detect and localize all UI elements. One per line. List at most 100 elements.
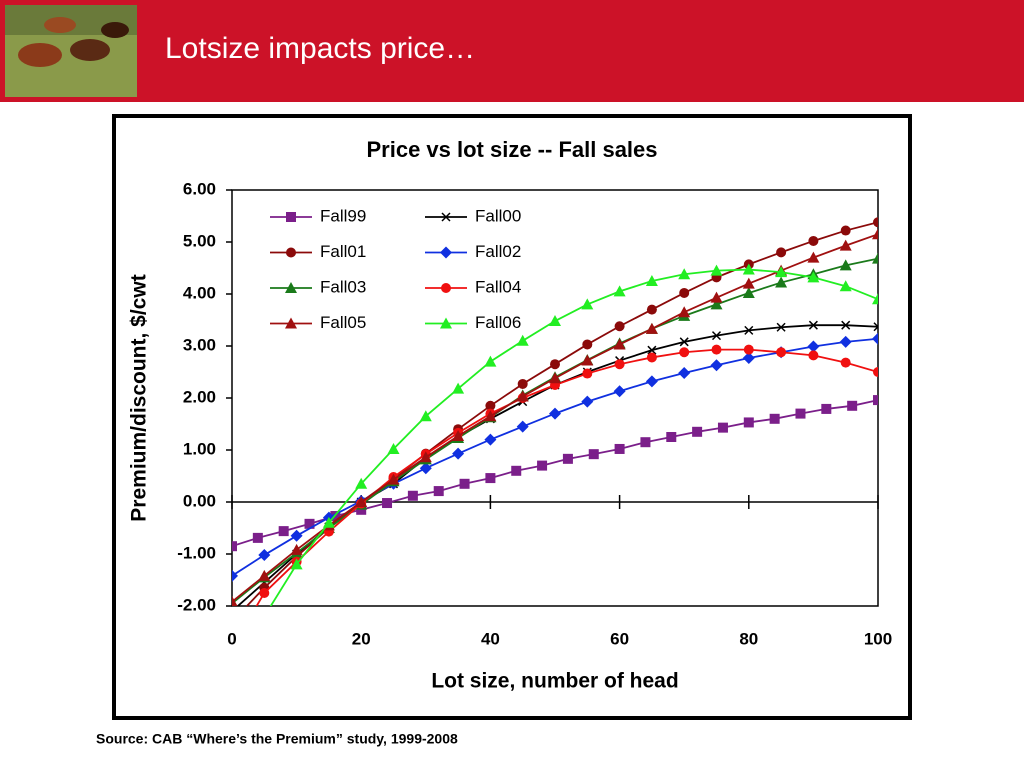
data-point — [484, 433, 497, 446]
data-point — [808, 320, 818, 330]
x-tick-label: 40 — [481, 629, 500, 648]
x-tick-label: 60 — [610, 629, 629, 648]
data-point — [232, 541, 237, 552]
data-point — [872, 293, 878, 305]
data-point — [807, 271, 820, 283]
data-point — [290, 543, 303, 555]
data-point — [452, 429, 465, 441]
x-tick-label: 20 — [352, 629, 371, 648]
data-point — [582, 368, 593, 379]
data-point — [614, 443, 625, 454]
data-point — [484, 410, 497, 422]
series-line — [269, 268, 878, 606]
data-point — [232, 595, 238, 606]
legend-marker — [285, 282, 297, 293]
legend-marker — [286, 212, 296, 222]
data-point — [355, 496, 368, 507]
data-point — [452, 447, 465, 460]
legend-label: Fall99 — [320, 206, 366, 225]
legend-label: Fall00 — [475, 206, 521, 225]
data-point — [873, 367, 878, 377]
data-point — [549, 372, 561, 384]
data-point — [290, 558, 303, 570]
data-point — [549, 315, 561, 327]
data-point — [614, 359, 625, 370]
data-point — [839, 335, 852, 348]
data-point — [872, 252, 878, 264]
data-point — [873, 322, 878, 332]
x-tick-label: 80 — [739, 629, 758, 648]
data-point — [613, 285, 626, 297]
data-point — [550, 359, 560, 370]
data-point — [710, 264, 723, 276]
data-point — [743, 344, 754, 355]
data-point — [433, 486, 444, 497]
data-point — [485, 473, 496, 484]
header-band — [0, 0, 1024, 102]
data-point — [356, 504, 367, 515]
source-note: Source: CAB “Where’s the Premium” study,… — [96, 731, 458, 747]
data-point — [807, 340, 820, 353]
data-point — [775, 266, 788, 278]
data-point — [581, 298, 594, 310]
data-point — [872, 332, 878, 345]
data-point — [840, 357, 851, 368]
data-point — [511, 465, 522, 476]
data-point — [678, 306, 691, 318]
data-point — [614, 321, 625, 332]
legend-label: Fall05 — [320, 313, 366, 332]
data-point — [304, 518, 315, 529]
data-point — [322, 516, 335, 528]
data-point — [613, 338, 626, 350]
data-point — [743, 417, 754, 428]
data-point — [841, 320, 851, 330]
data-point — [840, 225, 851, 236]
data-point — [679, 287, 690, 298]
data-point — [873, 217, 878, 228]
data-point — [666, 432, 677, 442]
data-point — [769, 413, 780, 424]
data-point — [742, 277, 755, 289]
data-point — [776, 322, 786, 332]
y-tick-label: 5.00 — [183, 231, 216, 250]
data-point — [808, 350, 819, 361]
data-point — [516, 420, 529, 433]
legend-label: Fall06 — [475, 313, 521, 332]
data-point — [821, 403, 832, 414]
data-point — [588, 449, 599, 460]
data-point — [692, 426, 703, 437]
data-point — [717, 422, 728, 433]
data-point — [742, 351, 755, 364]
x-axis-label: Lot size, number of head — [431, 670, 678, 693]
data-point — [258, 549, 271, 562]
data-point — [710, 359, 723, 372]
data-point — [232, 569, 238, 582]
header-title: Lotsize impacts price… — [165, 32, 475, 65]
data-point — [808, 235, 819, 246]
data-point — [839, 239, 852, 251]
legend-marker — [440, 246, 452, 259]
legend-marker — [440, 317, 452, 329]
y-tick-label: 1.00 — [183, 439, 216, 458]
data-point — [839, 280, 852, 292]
data-point — [839, 259, 852, 271]
data-point — [711, 331, 722, 341]
data-point — [259, 588, 270, 598]
y-tick-label: 0.00 — [183, 491, 216, 510]
data-point — [581, 395, 594, 408]
data-point — [678, 268, 691, 280]
legend-marker — [285, 317, 297, 329]
data-point — [549, 407, 561, 420]
data-point — [355, 477, 368, 489]
data-point — [516, 334, 529, 346]
data-point — [640, 437, 651, 448]
data-point — [872, 228, 878, 240]
legend-label: Fall03 — [320, 277, 366, 296]
data-point — [419, 451, 432, 463]
data-point — [873, 395, 878, 406]
legend-marker — [441, 283, 451, 293]
data-point — [387, 442, 400, 454]
data-point — [252, 532, 263, 543]
legend-marker — [286, 247, 296, 258]
